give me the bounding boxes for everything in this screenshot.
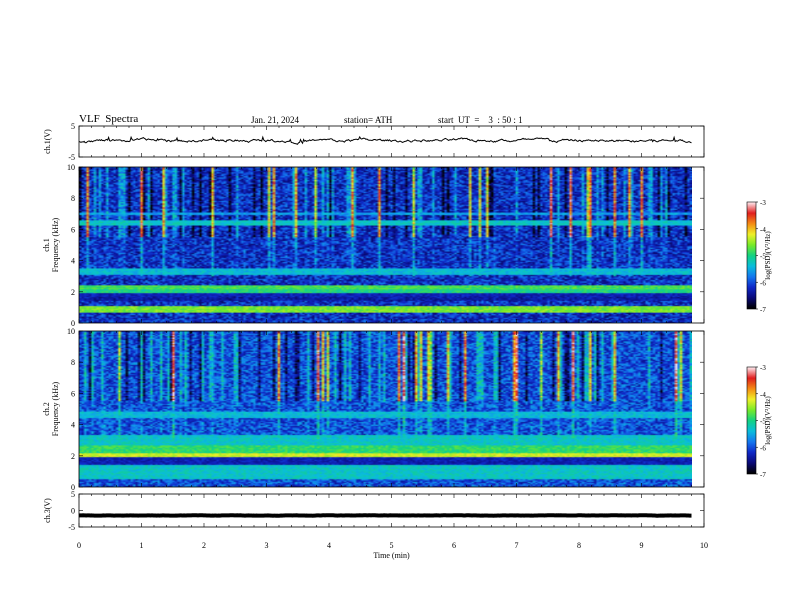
trace-ch1 (78, 135, 692, 145)
figure-title: VLF Spectra (79, 113, 139, 125)
x-tick-label: 4 (327, 541, 331, 550)
y-axis-label-channel: ch.2 (42, 402, 51, 416)
trace-ch3 (78, 513, 692, 518)
colorbar-ch1 (747, 202, 756, 309)
panel-frame (78, 493, 705, 528)
y-tick-label: 0 (71, 319, 75, 328)
y-tick-label: 0 (71, 507, 75, 516)
spectrogram-ch2 (79, 331, 692, 487)
colorbar-tick-label: -4 (760, 226, 766, 234)
x-tick-label: 0 (77, 541, 81, 550)
colorbar-label: log(PSD)(V²/Hz) (764, 231, 772, 280)
x-tick-label: 10 (700, 541, 708, 550)
no-data-area (692, 331, 704, 487)
x-axis-label: Time (min) (373, 551, 410, 560)
colorbar-tick-label: -7 (760, 471, 766, 479)
y-axis-label-frequency: Frequency (kHz) (51, 217, 60, 272)
y-tick-label: 10 (67, 327, 75, 336)
y-tick-label: 0 (71, 483, 75, 492)
y-axis-label-channel: ch.1 (42, 238, 51, 252)
colorbar-tick-label: -3 (760, 364, 766, 372)
colorbar-tick-label: -5 (760, 253, 766, 261)
x-tick-label: 9 (640, 541, 644, 550)
colorbar-tick-label: -7 (760, 306, 766, 314)
y-tick-label: 10 (67, 163, 75, 172)
y-tick-label: 2 (71, 288, 75, 297)
colorbar-tick-label: -5 (760, 418, 766, 426)
x-tick-label: 2 (202, 541, 206, 550)
y-tick-label: 6 (71, 225, 75, 234)
colorbar-tick-label: -6 (760, 444, 766, 452)
colorbar-label: log(PSD)(V²/Hz) (764, 396, 772, 445)
y-tick-label: 5 (71, 490, 75, 499)
start-time-label: start UT = 3 : 50 : 1 (438, 115, 523, 125)
x-tick-label: 8 (577, 541, 581, 550)
colorbar-ch2 (747, 367, 756, 474)
y-axis-label: ch.3(V) (43, 498, 52, 523)
y-tick-label: 8 (71, 194, 75, 203)
y-tick-label: 8 (71, 358, 75, 367)
x-tick-label: 3 (265, 541, 269, 550)
y-tick-label: 4 (71, 257, 75, 266)
x-tick-label: 5 (390, 541, 394, 550)
colorbar-tick-label: -6 (760, 279, 766, 287)
colorbar-tick-label: -4 (760, 391, 766, 399)
y-tick-label: 6 (71, 389, 75, 398)
date-label: Jan. 21, 2024 (251, 115, 299, 125)
y-axis-label-frequency: Frequency (kHz) (51, 381, 60, 436)
x-tick-label: 7 (515, 541, 519, 550)
y-axis-label: ch.1(V) (43, 129, 52, 154)
y-tick-label: 5 (71, 122, 75, 131)
y-tick-label: -5 (68, 523, 75, 532)
y-tick-label: 2 (71, 452, 75, 461)
no-data-area (692, 167, 704, 323)
x-tick-label: 6 (452, 541, 456, 550)
spectrogram-ch1 (79, 167, 692, 323)
station-label: station= ATH (344, 115, 393, 125)
x-tick-label: 1 (140, 541, 144, 550)
y-tick-label: -5 (68, 153, 75, 162)
y-tick-label: 4 (71, 421, 75, 430)
colorbar-tick-label: -3 (760, 199, 766, 207)
